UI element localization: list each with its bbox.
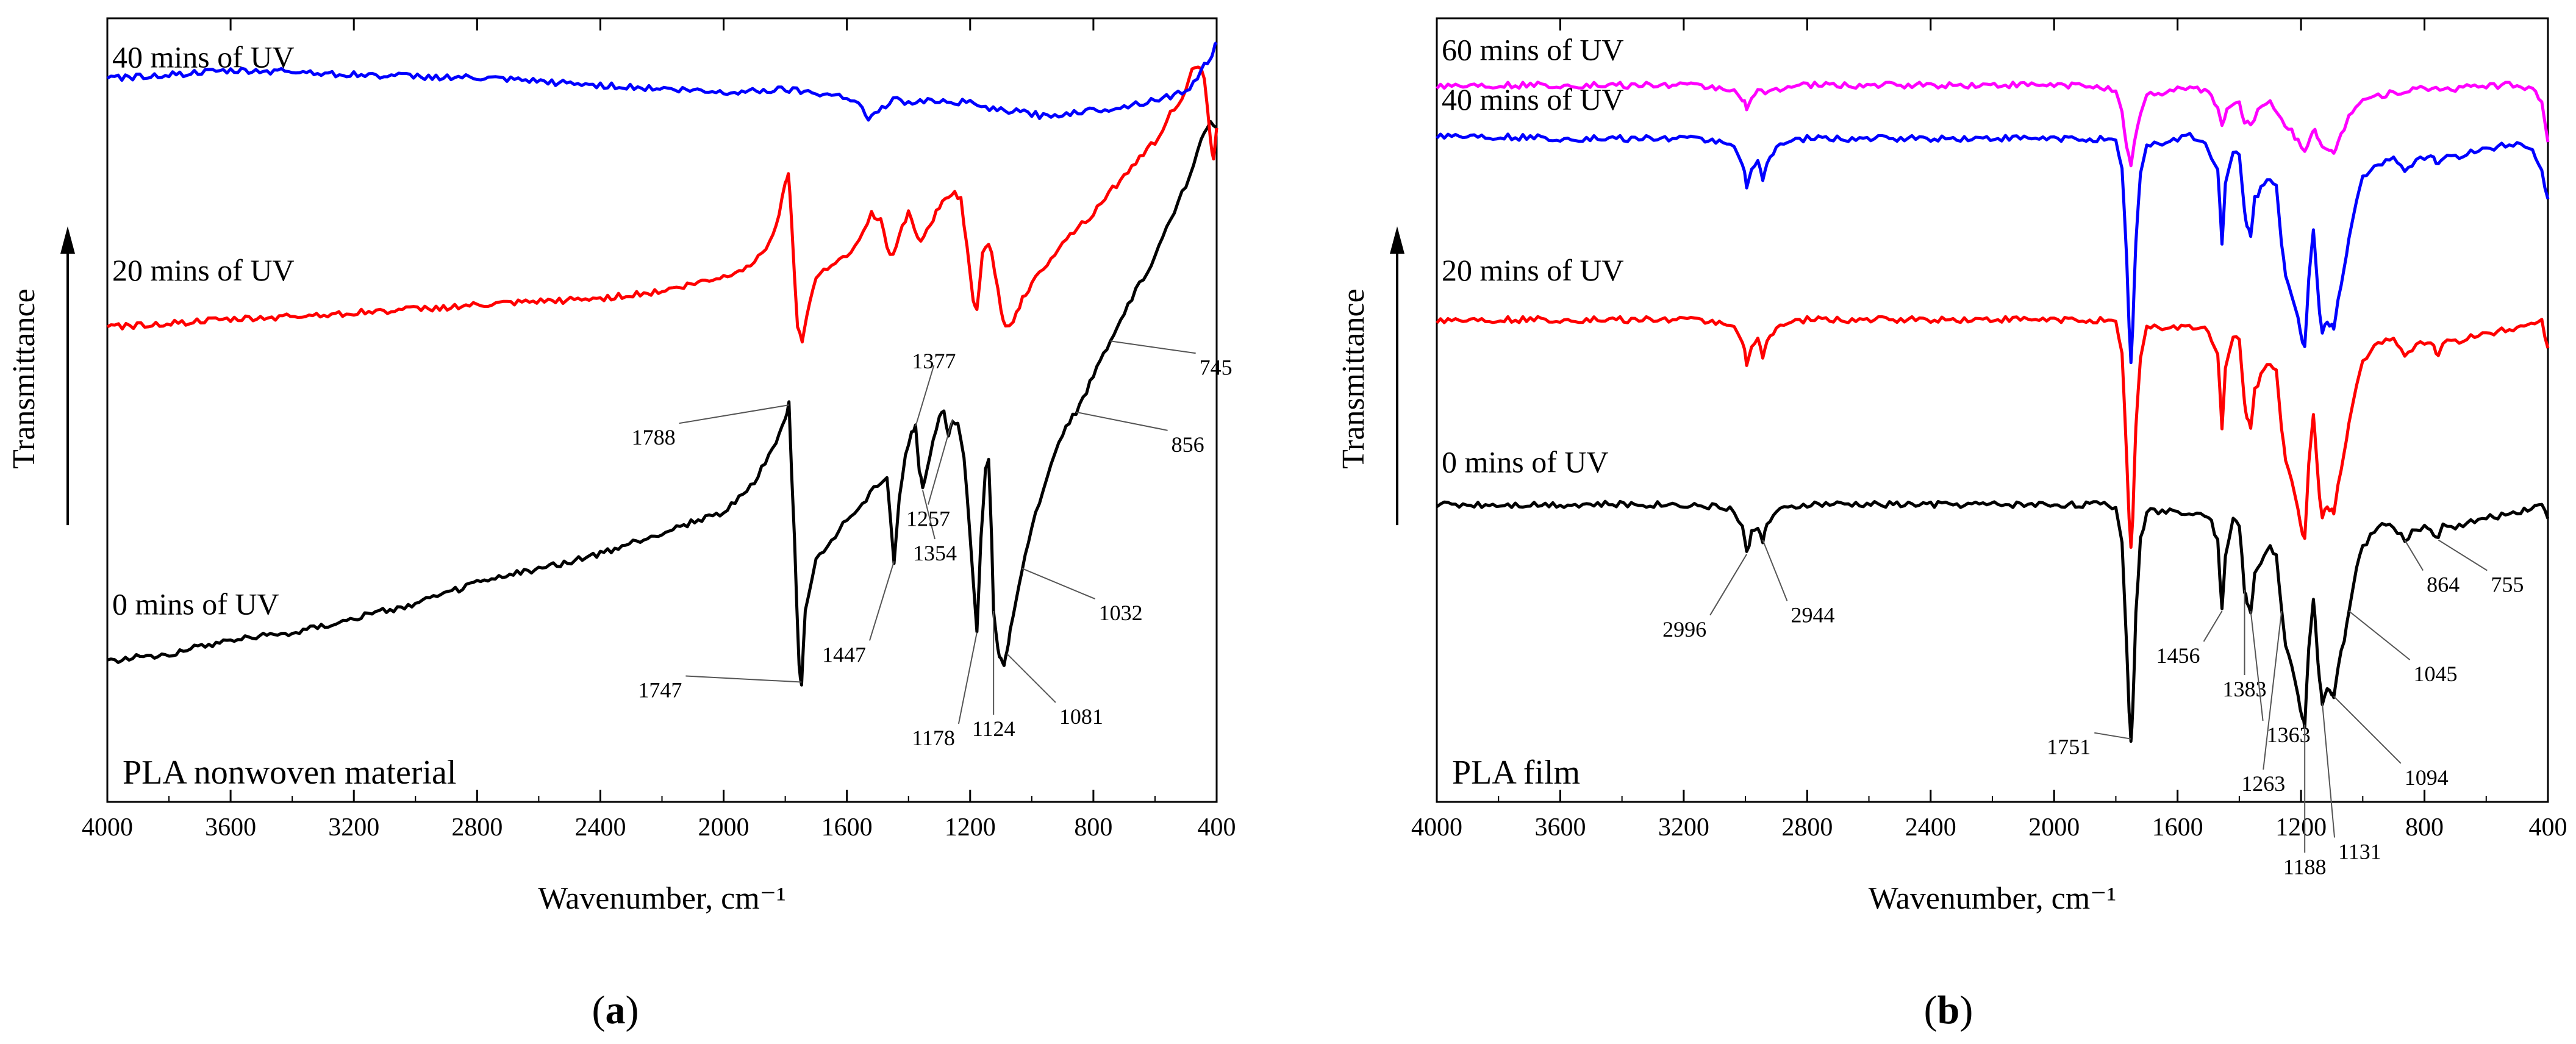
peak-leader-line — [2333, 696, 2402, 764]
x-tick-label: 400 — [2529, 813, 2567, 842]
series-label: 20 mins of UV — [112, 253, 295, 287]
x-tick-label: 2000 — [698, 813, 750, 842]
panel-material-caption: PLA film — [1452, 754, 1580, 792]
panel-a-chart: 4000 3600 3200 2800 2400 2000 1600 1200 800 400 Wa… — [7, 17, 1236, 916]
peak-leader-line — [921, 490, 936, 540]
x-tick-label: 2800 — [451, 813, 503, 842]
x-tick-label: 3200 — [1658, 813, 1709, 842]
y-axis-arrowhead — [60, 226, 75, 254]
y-axis-title: Transmittance — [7, 288, 41, 469]
peak-leader-line — [957, 632, 978, 724]
peak-label: 1747 — [638, 678, 682, 703]
y-axis-title: Transmittance — [1336, 288, 1371, 469]
peak-leader-line — [2094, 732, 2131, 740]
peak-leader-line — [1021, 568, 1096, 600]
x-tick-label: 3600 — [205, 813, 256, 842]
plot-frame — [1436, 17, 2549, 803]
x-tick-label: 800 — [1074, 813, 1112, 842]
series-label: 60 mins of UV — [1442, 33, 1624, 67]
series-label: 40 mins of UV — [112, 40, 295, 74]
peak-label: 1363 — [2267, 723, 2311, 747]
peak-leader-line — [1076, 411, 1168, 431]
panel-b-chart: 4000 3600 3200 2800 2400 2000 1600 1200 800 400 Wa… — [1336, 17, 2567, 916]
x-tick-label: 1600 — [2152, 813, 2203, 842]
peak-leader-line — [2203, 610, 2223, 642]
x-tick-label: 2400 — [574, 813, 626, 842]
peak-leader-line — [915, 365, 935, 427]
series-line — [1436, 499, 2550, 743]
peak-leader-line — [1110, 340, 1196, 354]
peak-label: 1377 — [912, 349, 956, 373]
x-tick-label: 1600 — [821, 813, 873, 842]
x-tick-label: 3200 — [328, 813, 379, 842]
series-label: 0 mins of UV — [1442, 445, 1609, 479]
peak-leader-line — [685, 675, 802, 683]
series-line — [106, 41, 1218, 122]
peak-label: 1094 — [2405, 765, 2449, 790]
x-tick-label: 3600 — [1534, 813, 1586, 842]
peak-leader-line — [1006, 653, 1056, 703]
peak-label: 1131 — [2338, 839, 2381, 863]
peak-leader-line — [2404, 539, 2424, 571]
peak-label: 2944 — [1791, 603, 1834, 627]
peak-label: 1447 — [822, 642, 866, 667]
peak-label: 745 — [1200, 355, 1233, 379]
x-tick-label: 400 — [1198, 813, 1236, 842]
x-tick-label: 2400 — [1905, 813, 1956, 842]
peak-leader-line — [2438, 539, 2488, 571]
peak-label: 1081 — [1059, 704, 1103, 729]
series-label: 0 mins of UV — [112, 587, 279, 621]
peak-label: 1788 — [632, 425, 676, 449]
peak-label: 1751 — [2047, 735, 2091, 759]
series-label: 40 mins of UV — [1442, 82, 1624, 116]
peak-leader-line — [1709, 554, 1747, 616]
peak-leader-line — [869, 561, 895, 641]
peak-label: 1045 — [2414, 662, 2458, 686]
peak-label: 1456 — [2156, 643, 2200, 668]
peak-leader-line — [2263, 610, 2283, 770]
peak-label: 1257 — [906, 506, 950, 531]
peak-leader-line — [679, 404, 789, 424]
peak-label: 1124 — [972, 717, 1015, 741]
x-tick-label: 4000 — [82, 813, 133, 842]
panel-material-caption: PLA nonwoven material — [123, 754, 456, 792]
x-tick-label: 4000 — [1411, 813, 1462, 842]
series-line — [1436, 315, 2550, 549]
x-tick-label: 800 — [2405, 813, 2444, 842]
series-line — [106, 65, 1218, 344]
peak-leader-line — [928, 419, 953, 505]
x-tick-label: 2000 — [2028, 813, 2080, 842]
panel-a-caption: (a) — [592, 988, 639, 1032]
peak-label: 755 — [2491, 573, 2524, 597]
peak-leader-line — [2348, 610, 2411, 660]
peak-label: 1263 — [2241, 771, 2285, 796]
x-axis-title: Wavenumber, cm⁻¹ — [1869, 881, 2116, 916]
y-axis-arrowhead — [1390, 226, 1404, 254]
peak-label: 864 — [2427, 573, 2460, 597]
peak-label: 1178 — [912, 726, 955, 750]
x-tick-label: 1200 — [945, 813, 996, 842]
x-tick-label: 2800 — [1781, 813, 1833, 842]
series-label: 20 mins of UV — [1442, 253, 1624, 287]
peak-label: 1032 — [1099, 601, 1143, 625]
peak-leader-line — [2322, 703, 2336, 838]
series-line — [1436, 132, 2550, 365]
peak-leader-line — [2250, 610, 2264, 721]
peak-label: 856 — [1172, 432, 1204, 457]
peak-label: 1188 — [2283, 854, 2327, 879]
peak-label: 2996 — [1662, 617, 1706, 642]
series-line — [1436, 80, 2550, 168]
x-axis-title: Wavenumber, cm⁻¹ — [538, 881, 785, 916]
x-tick-label: 1200 — [2275, 813, 2327, 842]
peak-label: 1354 — [913, 541, 957, 565]
peak-leader-line — [1762, 540, 1788, 601]
panel-b-caption: (b) — [1924, 988, 1973, 1032]
series-line — [107, 120, 1218, 687]
